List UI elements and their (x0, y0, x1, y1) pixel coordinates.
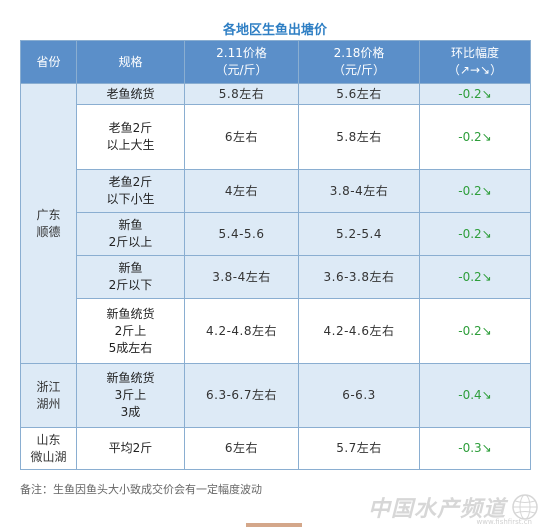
change-cell: -0.4↘ (419, 363, 531, 428)
spec-cell: 老鱼2斤 以下小生 (76, 169, 185, 213)
spec-line: 以下小生 (106, 192, 155, 206)
spec-line: 老鱼统货 (106, 86, 155, 101)
spec-line: 以上大生 (106, 138, 155, 152)
spec-cell: 老鱼统货 (76, 83, 185, 105)
province-name: 山东 (36, 432, 61, 447)
table-row: 老鱼2斤 以上大生 6左右 5.8左右 -0.2↘ (21, 104, 531, 170)
spec-cell: 新鱼统货 3斤上 3成 (76, 363, 185, 428)
province-city: 顺德 (36, 224, 61, 239)
price-2-11-cell: 3.8-4左右 (184, 255, 299, 299)
price-2-18-cell: 5.6左右 (298, 83, 420, 105)
spec-cell: 平均2斤 (76, 427, 185, 470)
spec-line: 2斤上 (114, 323, 147, 338)
price-2-11-cell: 6左右 (184, 427, 299, 470)
spec-line: 新鱼统货 (106, 306, 155, 321)
footnote: 备注：生鱼因鱼头大小致成交价会有一定幅度波动 (20, 483, 262, 496)
header-row: 省份 规格 2.11价格 （元/斤） 2.18价格 （元/斤） 环比幅度 （↗→… (20, 40, 531, 84)
table-row: 山东 微山湖 平均2斤 6左右 5.7左右 -0.3↘ (20, 427, 531, 470)
price-2-18-cell: 5.2-5.4 (298, 212, 420, 256)
change-cell: -0.2↘ (419, 212, 531, 256)
price-2-11-cell: 6.3-6.7左右 (184, 363, 299, 428)
spec-line: 新鱼 (118, 261, 143, 275)
province-cell: 山东 微山湖 (20, 427, 77, 470)
table-row: 新鱼 2斤以上 5.4-5.6 5.2-5.4 -0.2↘ (21, 212, 531, 256)
spec-line: 新鱼统货 (106, 371, 155, 385)
price-2-18-cell: 6-6.3 (298, 363, 420, 428)
province-name: 浙江 (36, 379, 61, 394)
spec-line: 老鱼2斤 (108, 121, 153, 135)
header-spec: 规格 (76, 40, 185, 84)
price-2-11-cell: 4.2-4.8左右 (184, 298, 299, 364)
table-row: 浙江 湖州 新鱼统货 3斤上 3成 6.3-6.7左右 6-6.3 -0.4↘ (20, 363, 531, 428)
change-cell: -0.2↘ (419, 83, 531, 105)
price-table: 省份 规格 2.11价格 （元/斤） 2.18价格 （元/斤） 环比幅度 （↗→… (20, 40, 531, 470)
price-2-18-cell: 5.7左右 (298, 427, 420, 470)
price-2-18-cell: 4.2-4.6左右 (298, 298, 420, 364)
header-price-2-11: 2.11价格 （元/斤） (184, 40, 299, 84)
price-2-18-cell: 3.8-4左右 (298, 169, 420, 213)
header-province: 省份 (20, 40, 77, 84)
watermark: 中国水产频道 www.fishfirst.cn (367, 492, 540, 526)
price-2-11-cell: 5.8左右 (184, 83, 299, 105)
province-city: 湖州 (36, 396, 61, 411)
spec-line: 3斤上 (114, 388, 147, 402)
change-cell: -0.2↘ (419, 255, 531, 299)
province-cell: 浙江 湖州 (20, 363, 77, 428)
change-cell: -0.2↘ (419, 298, 531, 364)
table-row: 新鱼 2斤以下 3.8-4左右 3.6-3.8左右 -0.2↘ (21, 255, 531, 299)
price-2-11-cell: 5.4-5.6 (184, 212, 299, 256)
header-price-2-11-label: 2.11价格 (216, 46, 267, 60)
header-price-2-18-unit: （元/斤） (332, 63, 386, 77)
spec-line: 老鱼2斤 (108, 175, 153, 189)
bottom-accent-bar (246, 523, 302, 527)
price-2-11-cell: 6左右 (184, 104, 299, 170)
price-2-18-cell: 5.8左右 (298, 104, 420, 170)
spec-line: 2斤以上 (108, 235, 153, 249)
spec-cell: 新鱼 2斤以下 (76, 255, 185, 299)
spec-cell: 新鱼 2斤以上 (76, 212, 185, 256)
watermark-text: 中国水产频道 (367, 497, 506, 522)
change-cell: -0.2↘ (419, 169, 531, 213)
price-2-18-cell: 3.6-3.8左右 (298, 255, 420, 299)
spec-cell: 新鱼统货 2斤上 5成左右 (76, 298, 185, 364)
spec-cell: 老鱼2斤 以上大生 (76, 104, 185, 170)
watermark-url: www.fishfirst.cn (476, 518, 532, 526)
spec-line: 5成左右 (108, 340, 153, 355)
province-cell: 广东 顺德 (20, 83, 77, 364)
table-row: 新鱼统货 2斤上 5成左右 4.2-4.8左右 4.2-4.6左右 -0.2↘ (21, 298, 531, 364)
table-row: 老鱼2斤 以下小生 4左右 3.8-4左右 -0.2↘ (21, 169, 531, 213)
province-name: 广东 (36, 207, 61, 222)
change-cell: -0.3↘ (419, 427, 531, 470)
header-price-2-18-label: 2.18价格 (333, 46, 385, 60)
header-price-2-11-unit: （元/斤） (215, 63, 268, 77)
spec-line: 3成 (120, 405, 141, 419)
table-title: 各地区生鱼出塘价 (222, 23, 327, 38)
header-change: 环比幅度 （↗→↘） (419, 40, 531, 84)
spec-line: 2斤以下 (108, 278, 153, 292)
province-city: 微山湖 (30, 449, 67, 464)
header-price-2-18: 2.18价格 （元/斤） (298, 40, 420, 84)
spec-line: 新鱼 (118, 218, 143, 232)
spec-line: 平均2斤 (108, 441, 153, 455)
price-2-11-cell: 4左右 (184, 169, 299, 213)
table-row: 广东 顺德 老鱼统货 5.8左右 5.6左右 -0.2↘ (20, 83, 531, 364)
change-cell: -0.2↘ (419, 104, 531, 170)
header-change-arrows: （↗→↘） (447, 63, 503, 77)
header-change-label: 环比幅度 (450, 46, 499, 60)
globe-logo-icon (512, 494, 538, 520)
